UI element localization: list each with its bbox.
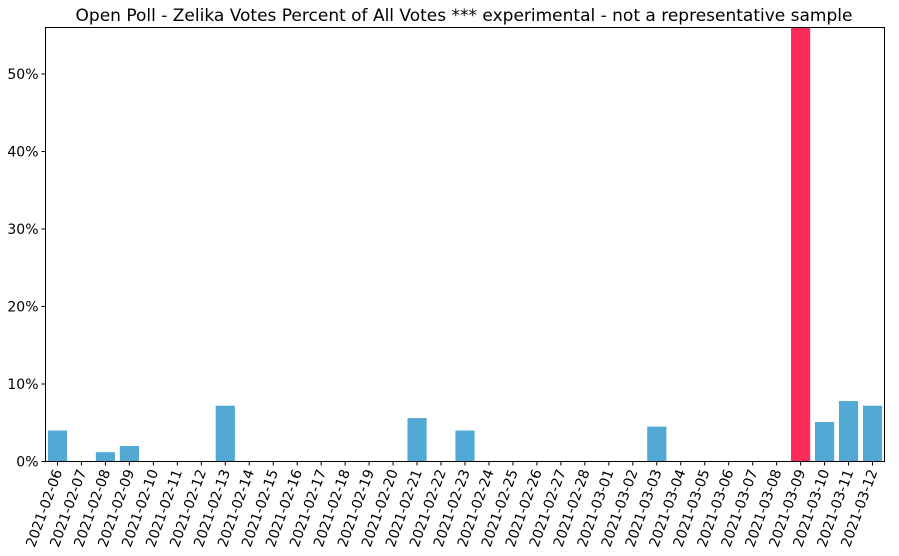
bars-layer xyxy=(47,27,883,462)
bar-2021-02-23 xyxy=(455,430,475,462)
y-tick-label: 10% xyxy=(7,377,38,393)
bar-2021-03-11 xyxy=(838,401,859,462)
bar-2021-02-09 xyxy=(119,446,139,462)
y-axis: 0% 10% 20% 30% 40% 50% xyxy=(7,67,46,471)
bar-2021-02-06 xyxy=(47,430,68,462)
bar-2021-03-09 xyxy=(791,27,811,462)
bar-2021-02-21 xyxy=(407,418,427,462)
bar-2021-03-12 xyxy=(862,405,883,462)
x-axis: 2021-02-062021-02-072021-02-082021-02-09… xyxy=(23,461,881,549)
y-tick-label: 30% xyxy=(7,222,38,238)
y-tick-label: 50% xyxy=(7,67,38,83)
bar-2021-03-10 xyxy=(814,421,835,462)
bar-2021-03-03 xyxy=(647,426,667,462)
chart-title: Open Poll - Zelika Votes Percent of All … xyxy=(76,6,853,26)
y-tick-label: 40% xyxy=(7,145,38,161)
y-tick-label: 0% xyxy=(16,455,38,471)
y-tick-label: 20% xyxy=(7,300,38,316)
bar-2021-02-08 xyxy=(95,452,116,462)
plot-frame xyxy=(45,27,885,462)
bar-2021-02-13 xyxy=(215,405,235,462)
